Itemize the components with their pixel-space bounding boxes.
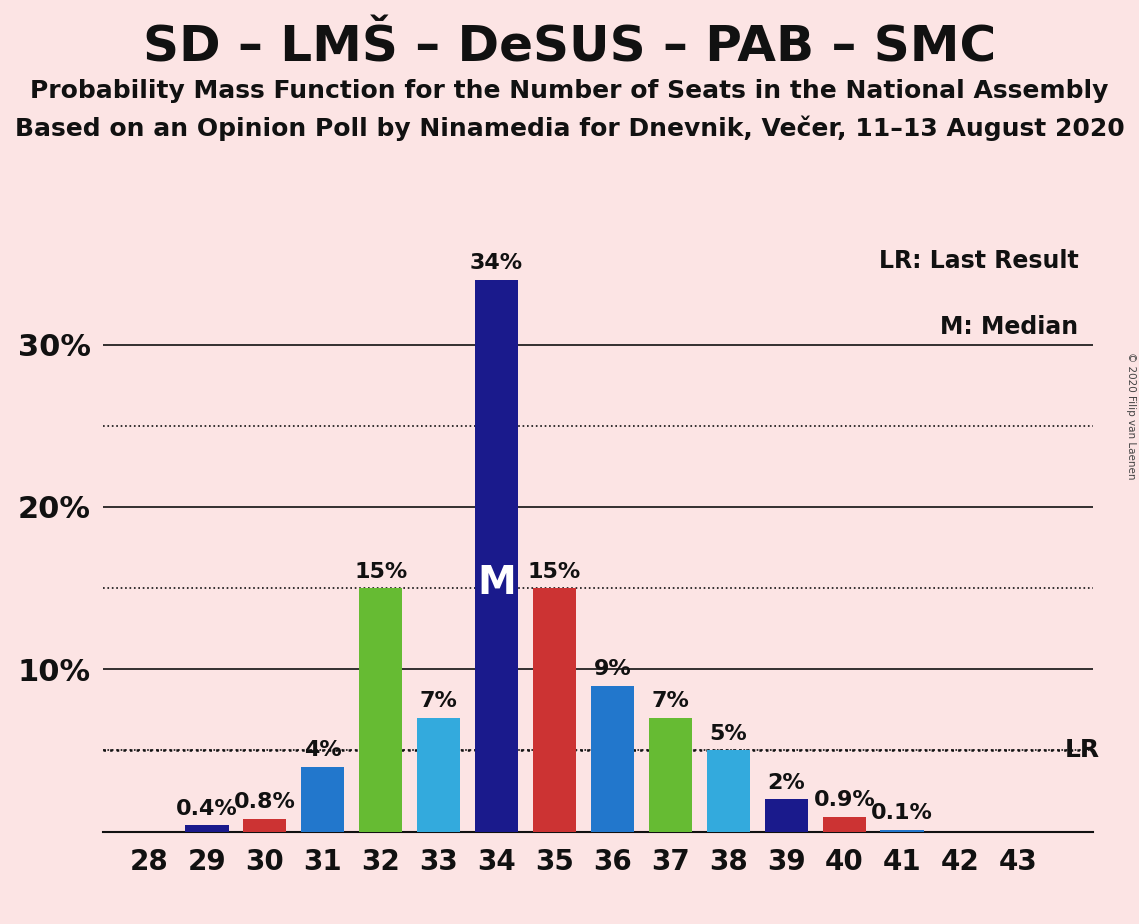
Text: M: Median: M: Median — [941, 315, 1079, 339]
Text: LR: LR — [1065, 738, 1099, 762]
Text: 7%: 7% — [419, 691, 458, 711]
Bar — [822, 817, 866, 832]
Bar — [591, 686, 634, 832]
Text: 0.9%: 0.9% — [813, 791, 875, 810]
Bar — [243, 819, 287, 832]
Bar — [417, 718, 460, 832]
Text: 0.1%: 0.1% — [871, 804, 933, 823]
Text: 15%: 15% — [354, 562, 408, 581]
Text: LR: Last Result: LR: Last Result — [879, 249, 1079, 273]
Bar — [649, 718, 693, 832]
Text: 4%: 4% — [304, 740, 342, 760]
Text: SD – LMŠ – DeSUS – PAB – SMC: SD – LMŠ – DeSUS – PAB – SMC — [142, 23, 997, 71]
Text: Based on an Opinion Poll by Ninamedia for Dnevnik, Večer, 11–13 August 2020: Based on an Opinion Poll by Ninamedia fo… — [15, 116, 1124, 141]
Text: 9%: 9% — [593, 659, 631, 679]
Text: 34%: 34% — [470, 253, 523, 274]
Bar — [475, 280, 518, 832]
Bar — [301, 767, 344, 832]
Bar — [764, 799, 808, 832]
Bar — [880, 830, 924, 832]
Text: M: M — [477, 565, 516, 602]
Text: 5%: 5% — [710, 723, 747, 744]
Text: 0.4%: 0.4% — [175, 798, 238, 819]
Text: Probability Mass Function for the Number of Seats in the National Assembly: Probability Mass Function for the Number… — [31, 79, 1108, 103]
Bar — [533, 588, 576, 832]
Text: 2%: 2% — [768, 772, 805, 793]
Text: © 2020 Filip van Laenen: © 2020 Filip van Laenen — [1126, 352, 1136, 480]
Text: 15%: 15% — [527, 562, 581, 581]
Bar — [186, 825, 229, 832]
Text: 0.8%: 0.8% — [233, 792, 296, 812]
Bar — [706, 750, 751, 832]
Text: 7%: 7% — [652, 691, 689, 711]
Bar — [359, 588, 402, 832]
